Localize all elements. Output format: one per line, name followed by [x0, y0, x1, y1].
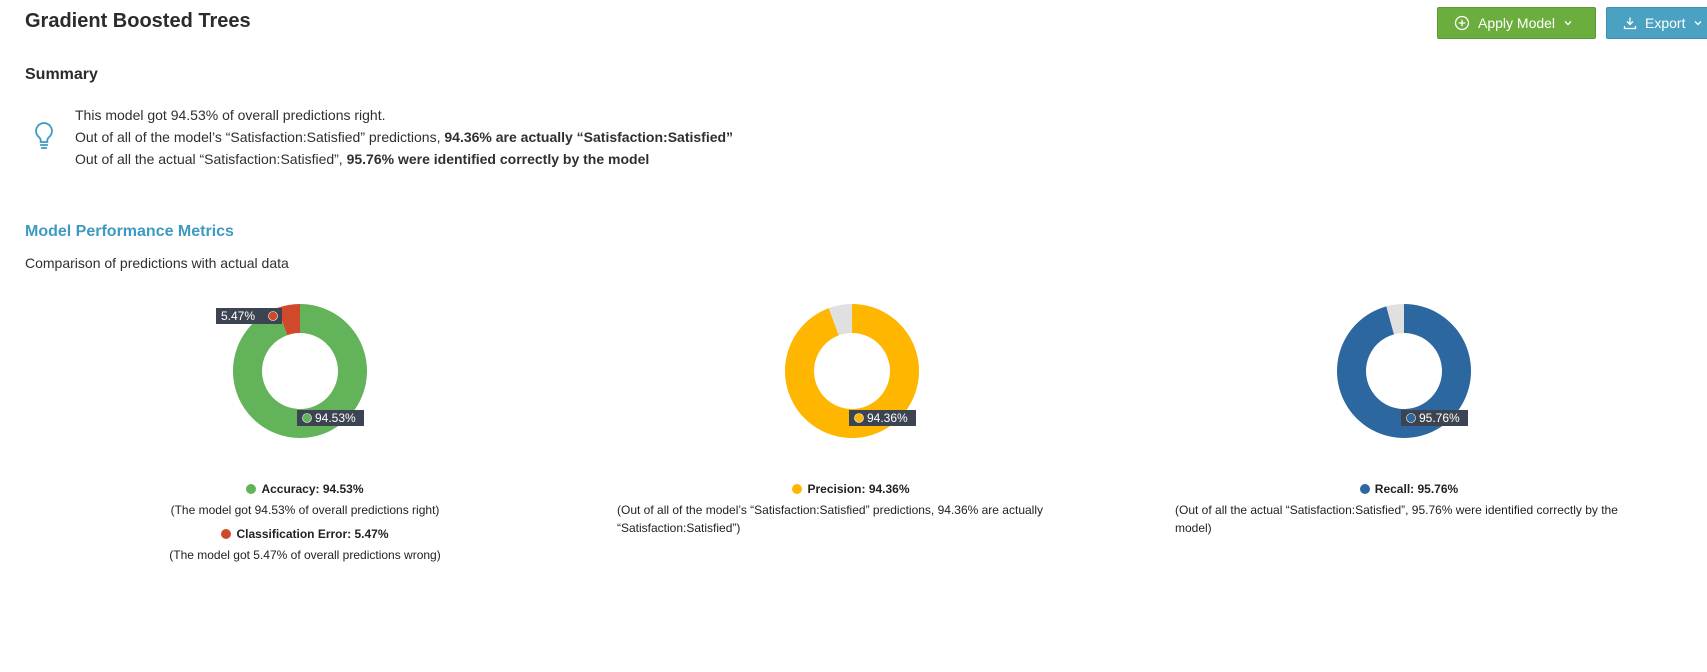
lightbulb-icon	[33, 121, 55, 156]
summary-line-precision: Out of all of the model’s “Satisfaction:…	[75, 129, 734, 145]
accuracy-donut-chart: 94.53% 5.47%	[216, 296, 375, 446]
recall-dot-icon	[1359, 484, 1370, 494]
error-legend-title: Classification Error: 5.47%	[155, 527, 455, 541]
apply-model-label: Apply Model	[1478, 15, 1556, 31]
export-label: Export	[1645, 15, 1686, 31]
recall-remainder-slice	[1386, 304, 1404, 335]
error-slice	[277, 304, 300, 336]
recall-legend: Recall: 95.76% (Out of all the actual “S…	[1175, 482, 1643, 537]
recall-legend-desc: (Out of all the actual “Satisfaction:Sat…	[1175, 503, 1618, 535]
apply-model-button[interactable]: Apply Model	[1437, 7, 1596, 39]
metrics-subtitle: Comparison of predictions with actual da…	[25, 255, 289, 271]
download-icon	[1623, 16, 1637, 30]
precision-legend: Precision: 94.36% (Out of all of the mod…	[617, 482, 1085, 537]
precision-remainder-slice	[828, 304, 852, 336]
precision-legend-desc: (Out of all of the model’s “Satisfaction…	[617, 503, 1043, 535]
summary-heading: Summary	[25, 66, 98, 83]
accuracy-slice	[233, 304, 367, 438]
summary-line-recall: Out of all the actual “Satisfaction:Sati…	[75, 151, 650, 167]
recall-data-label: 95.76%	[1401, 410, 1468, 426]
svg-text:94.36%: 94.36%	[867, 411, 908, 425]
svg-text:94.53%: 94.53%	[315, 411, 356, 425]
accuracy-data-label: 94.53%	[297, 410, 364, 426]
accuracy-legend-title: Accuracy: 94.53%	[155, 482, 455, 496]
error-dot-icon	[221, 529, 232, 539]
accuracy-legend: Accuracy: 94.53% (The model got 94.53% o…	[155, 482, 455, 564]
svg-text:95.76%: 95.76%	[1419, 411, 1460, 425]
accuracy-legend-desc: (The model got 94.53% of overall predict…	[170, 503, 440, 517]
recall-donut-chart: 95.76%	[1329, 296, 1479, 446]
summary-text: This model got 94.53% of overall predict…	[75, 104, 733, 170]
chevron-down-icon	[1693, 18, 1703, 28]
svg-text:5.47%: 5.47%	[221, 309, 255, 323]
accuracy-dot-icon	[246, 484, 257, 494]
precision-dot-icon	[792, 484, 803, 494]
page-title: Gradient Boosted Trees	[25, 10, 251, 32]
error-data-label: 5.47%	[216, 308, 282, 324]
precision-donut-chart: 94.36%	[777, 296, 927, 446]
plus-circle-icon	[1454, 15, 1470, 31]
recall-legend-title: Recall: 95.76%	[1175, 482, 1643, 496]
precision-slice	[785, 304, 919, 438]
precision-data-label: 94.36%	[849, 410, 916, 426]
metrics-heading: Model Performance Metrics	[25, 223, 234, 240]
summary-line-accuracy: This model got 94.53% of overall predict…	[75, 107, 386, 123]
precision-legend-title: Precision: 94.36%	[617, 482, 1085, 496]
chevron-down-icon	[1563, 18, 1573, 28]
recall-slice	[1337, 304, 1471, 438]
error-label-dot	[268, 311, 278, 321]
error-legend-desc: (The model got 5.47% of overall predicti…	[169, 548, 441, 562]
export-button[interactable]: Export	[1606, 7, 1707, 39]
